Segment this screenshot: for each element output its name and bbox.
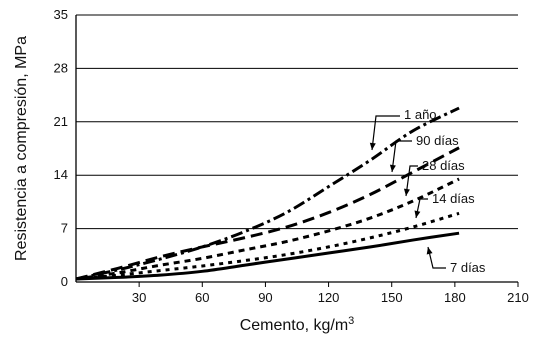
y-tick-label: 0: [61, 274, 68, 289]
y-tick-label: 7: [61, 221, 68, 236]
axes: 0 7 14 21 28 35 30 60 90 120 150 180 210: [54, 7, 529, 305]
series-line-7-días: [75, 231, 460, 281]
leader-line: [405, 165, 418, 197]
x-axis-title-superscript: 3: [348, 315, 354, 327]
series-line-14-días: [75, 211, 460, 281]
series-line-1-año: [75, 106, 460, 281]
series-lines: [75, 106, 460, 281]
y-axis-title: Resistencia a compresión, MPa: [13, 36, 30, 261]
series-line-28-días: [75, 177, 460, 281]
leader-arrowhead: [414, 210, 421, 218]
y-tick-label: 14: [54, 167, 68, 182]
x-tick-label: 210: [507, 290, 529, 305]
x-tick-label: 30: [132, 290, 146, 305]
y-tick-label: 35: [54, 7, 68, 22]
leader-arrowhead: [389, 164, 396, 172]
y-tick-label: 21: [54, 114, 68, 129]
leader-line: [427, 246, 446, 269]
y-tick-label: 28: [54, 60, 68, 75]
series-line-90-días: [75, 146, 460, 281]
series-label: 14 días: [432, 191, 475, 206]
leader-line: [371, 115, 400, 151]
series-label: 90 días: [416, 133, 459, 148]
x-axis-title-text: Cemento, kg/m: [240, 317, 348, 334]
x-axis-title: Cemento, kg/m3: [240, 315, 355, 334]
series-label-group: 14 días: [414, 191, 475, 219]
series-labels: 1 año 90 días 28 días 14 días 7 días: [369, 107, 486, 275]
x-tick-label: 120: [318, 290, 340, 305]
leader-line: [391, 140, 412, 173]
grid-lines: [76, 14, 518, 230]
x-tick-label: 90: [258, 290, 272, 305]
series-label: 1 año: [404, 107, 437, 122]
series-label: 28 días: [422, 158, 465, 173]
series-label: 7 días: [450, 260, 486, 275]
x-tick-label: 60: [195, 290, 209, 305]
x-tick-label: 150: [381, 290, 403, 305]
leader-arrowhead: [369, 142, 376, 150]
leader-arrowhead: [426, 247, 433, 255]
series-label-group: 1 año: [369, 107, 437, 151]
series-label-group: 28 días: [403, 158, 465, 197]
x-tick-label: 180: [444, 290, 466, 305]
leader-arrowhead: [403, 188, 410, 196]
series-label-group: 7 días: [426, 246, 486, 275]
series-label-group: 90 días: [389, 133, 459, 173]
